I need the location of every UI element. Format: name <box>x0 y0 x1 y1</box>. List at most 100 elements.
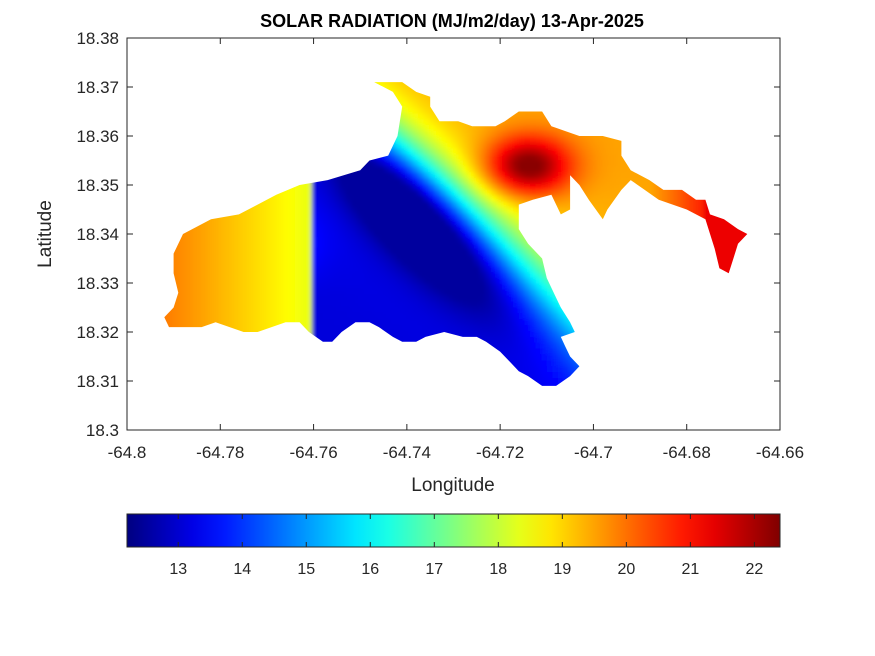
heatmap-cell <box>457 188 464 196</box>
heatmap-cell <box>412 147 419 155</box>
heatmap-cell <box>468 230 475 237</box>
heatmap-cell <box>401 136 408 143</box>
heatmap-cell <box>530 265 537 273</box>
heatmap-cell <box>462 183 470 190</box>
heatmap-cell <box>390 306 397 314</box>
heatmap-cell <box>283 230 291 237</box>
heatmap-cell <box>266 324 274 331</box>
heatmap-cell <box>541 347 548 355</box>
heatmap-cell <box>238 324 246 331</box>
heatmap-cell <box>412 153 419 161</box>
heatmap-cell <box>418 288 425 296</box>
heatmap-cell <box>345 183 352 190</box>
heatmap-cell <box>238 247 246 255</box>
heatmap-cell <box>199 288 207 296</box>
heatmap-cell <box>317 247 324 255</box>
heatmap-cell <box>434 259 442 267</box>
heatmap-cell <box>390 324 397 331</box>
heatmap-cell <box>227 283 235 290</box>
heatmap-cell <box>485 236 492 243</box>
heatmap-cell <box>630 171 638 178</box>
heatmap-cell <box>345 294 352 302</box>
heatmap-cell <box>552 165 559 173</box>
heatmap-cell <box>261 283 268 290</box>
heatmap-cell <box>367 177 375 184</box>
heatmap-cell <box>563 200 570 208</box>
heatmap-cell <box>244 236 251 243</box>
heatmap-cell <box>535 130 542 137</box>
heatmap-cell <box>429 247 436 255</box>
heatmap-cell <box>457 241 464 249</box>
heatmap-cell <box>597 200 604 208</box>
heatmap-cell <box>602 147 610 155</box>
heatmap-cell <box>406 271 414 278</box>
heatmap-cell <box>345 188 352 196</box>
heatmap-cell <box>462 300 470 308</box>
heatmap-cell <box>334 259 341 267</box>
heatmap-cell <box>390 153 397 161</box>
heatmap-cell <box>591 200 598 208</box>
heatmap-cell <box>507 230 514 237</box>
heatmap-cell <box>401 188 408 196</box>
heatmap-cell <box>524 371 531 378</box>
heatmap-cell <box>507 341 514 349</box>
heatmap-cell <box>546 136 554 143</box>
heatmap-cell <box>412 224 419 231</box>
heatmap-cell <box>356 241 363 249</box>
heatmap-cell <box>244 206 251 214</box>
heatmap-cell <box>558 153 565 161</box>
heatmap-cell <box>306 324 313 331</box>
heatmap-cell <box>334 265 341 273</box>
heatmap-cell <box>255 318 263 325</box>
heatmap-cell <box>362 247 369 255</box>
heatmap-cell <box>513 188 520 196</box>
heatmap-cell <box>401 277 408 284</box>
heatmap-cell <box>524 365 531 372</box>
heatmap-cell <box>227 265 235 273</box>
heatmap-cell <box>434 224 442 231</box>
heatmap-cell <box>401 230 408 237</box>
heatmap-cell <box>530 365 537 372</box>
heatmap-cell <box>322 177 330 184</box>
heatmap-cell <box>502 335 509 343</box>
heatmap-cell <box>429 183 436 190</box>
heatmap-cell <box>546 330 554 337</box>
heatmap-cell <box>502 312 509 320</box>
heatmap-cell <box>563 365 570 372</box>
heatmap-cell <box>216 230 223 237</box>
heatmap-cell <box>199 294 207 302</box>
heatmap-cell <box>440 271 447 278</box>
heatmap-cell <box>574 141 582 149</box>
heatmap-cell <box>345 259 352 267</box>
heatmap-cell <box>490 271 498 278</box>
heatmap-cell <box>597 188 604 196</box>
heatmap-cell <box>597 206 604 214</box>
heatmap-cell <box>378 283 386 290</box>
heatmap-cell <box>462 259 470 267</box>
heatmap-cell <box>434 241 442 249</box>
heatmap-cell <box>535 259 542 267</box>
heatmap-cell <box>474 171 481 178</box>
heatmap-cell <box>474 265 481 273</box>
heatmap-cell <box>574 147 582 155</box>
heatmap-cell <box>367 265 375 273</box>
heatmap-cell <box>474 141 481 149</box>
heatmap-cell <box>630 177 638 184</box>
heatmap-cell <box>462 241 470 249</box>
heatmap-cell <box>597 147 604 155</box>
heatmap-cell <box>440 283 447 290</box>
heatmap-cell <box>244 300 251 308</box>
heatmap-cell <box>574 153 582 161</box>
heatmap-cell <box>266 224 274 231</box>
heatmap-cell <box>362 188 369 196</box>
heatmap-cell <box>541 265 548 273</box>
heatmap-cell <box>401 171 408 178</box>
heatmap-cell <box>356 294 363 302</box>
heatmap-cell <box>530 253 537 261</box>
heatmap-cell <box>496 306 503 314</box>
heatmap-cell <box>485 271 492 278</box>
heatmap-cell <box>373 283 380 290</box>
heatmap-cell <box>211 265 218 273</box>
heatmap-cell <box>384 324 391 331</box>
heatmap-cell <box>513 200 520 208</box>
